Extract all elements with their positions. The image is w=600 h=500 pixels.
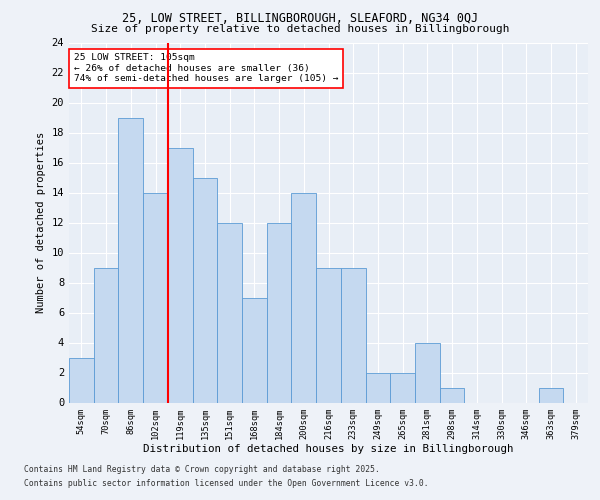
Bar bbox=[168, 148, 193, 402]
X-axis label: Distribution of detached houses by size in Billingborough: Distribution of detached houses by size … bbox=[143, 444, 514, 454]
Bar bbox=[390, 372, 415, 402]
Bar bbox=[440, 388, 464, 402]
Bar bbox=[365, 372, 390, 402]
Bar bbox=[217, 222, 242, 402]
Text: 25, LOW STREET, BILLINGBOROUGH, SLEAFORD, NG34 0QJ: 25, LOW STREET, BILLINGBOROUGH, SLEAFORD… bbox=[122, 12, 478, 26]
Bar bbox=[267, 222, 292, 402]
Bar bbox=[242, 298, 267, 403]
Text: Contains public sector information licensed under the Open Government Licence v3: Contains public sector information licen… bbox=[24, 479, 428, 488]
Bar bbox=[292, 192, 316, 402]
Bar bbox=[539, 388, 563, 402]
Text: Contains HM Land Registry data © Crown copyright and database right 2025.: Contains HM Land Registry data © Crown c… bbox=[24, 466, 380, 474]
Bar bbox=[316, 268, 341, 402]
Y-axis label: Number of detached properties: Number of detached properties bbox=[36, 132, 46, 313]
Bar bbox=[415, 342, 440, 402]
Text: Size of property relative to detached houses in Billingborough: Size of property relative to detached ho… bbox=[91, 24, 509, 34]
Text: 25 LOW STREET: 105sqm
← 26% of detached houses are smaller (36)
74% of semi-deta: 25 LOW STREET: 105sqm ← 26% of detached … bbox=[74, 54, 338, 83]
Bar bbox=[341, 268, 365, 402]
Bar bbox=[69, 358, 94, 403]
Bar bbox=[143, 192, 168, 402]
Bar bbox=[118, 118, 143, 403]
Bar bbox=[94, 268, 118, 402]
Bar bbox=[193, 178, 217, 402]
